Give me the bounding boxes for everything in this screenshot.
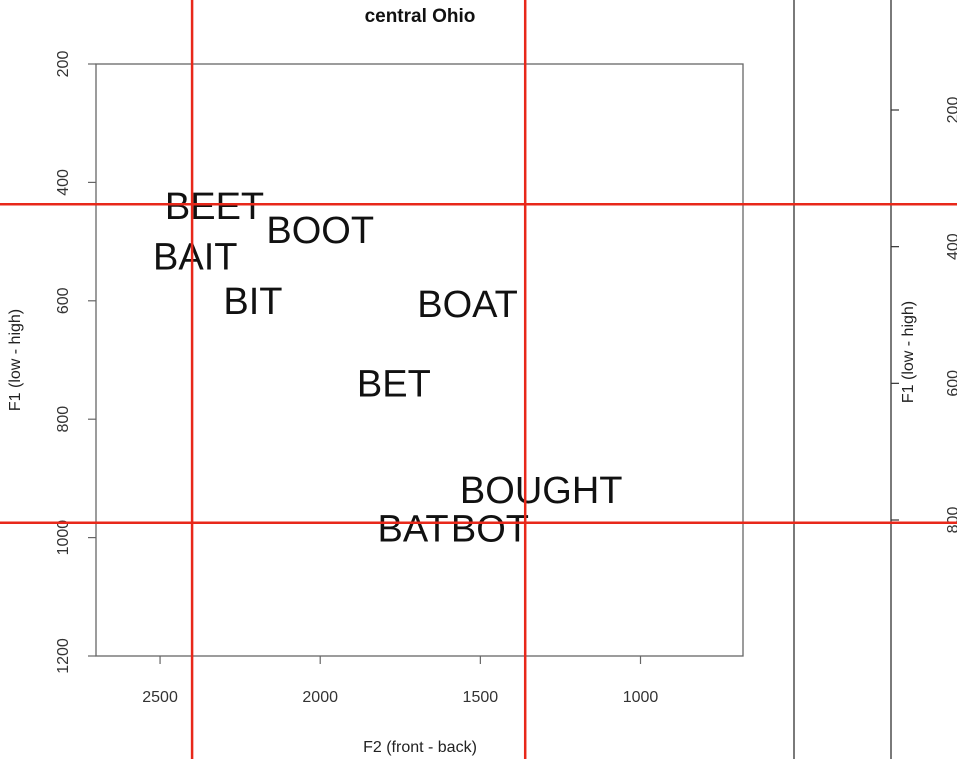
- x-tick-label: 1500: [463, 689, 499, 706]
- y-tick-label: 1200: [55, 638, 72, 674]
- secondary-chart-panel: F1 (low - high) 200 400 600 800: [793, 0, 957, 759]
- vowel-word-label: BOUGHT: [460, 470, 623, 512]
- vowel-word-label: BAIT: [153, 236, 237, 278]
- secondary-y-tick-label: 600: [945, 370, 957, 397]
- y-tick-label: 400: [55, 169, 72, 196]
- secondary-y-axis-title: F1 (low - high): [900, 301, 917, 403]
- y-tick-label: 200: [55, 51, 72, 78]
- vowel-word-label: BOOT: [266, 210, 374, 252]
- chart-title: central Ohio: [365, 6, 476, 27]
- vowel-word-label: BIT: [223, 281, 282, 323]
- vowel-word-label: BOT: [451, 509, 529, 551]
- x-axis-ticks: 2500 2000 1500 1000: [142, 656, 658, 706]
- y-tick-label: 1000: [55, 520, 72, 556]
- y-axis-title: F1 (low - high): [7, 309, 24, 411]
- secondary-y-tick-label: 400: [945, 233, 957, 260]
- main-chart-panel: central Ohio 2500 2000 1500 1000 200 400 600 8…: [7, 6, 744, 756]
- y-axis-ticks: 200 400 600 800 1000 1200: [55, 51, 96, 674]
- vowel-word-label: BAT: [378, 509, 449, 551]
- secondary-y-axis-ticks: 200 400 600 800: [891, 97, 957, 534]
- y-tick-label: 800: [55, 406, 72, 433]
- secondary-y-tick-label: 800: [945, 507, 957, 534]
- plot-frame: [95, 63, 744, 657]
- x-tick-label: 2500: [142, 689, 178, 706]
- vowel-word-label: BOAT: [417, 284, 518, 326]
- x-axis-title: F2 (front - back): [363, 739, 477, 756]
- secondary-y-tick-label: 200: [945, 97, 957, 124]
- y-tick-label: 600: [55, 287, 72, 314]
- vowel-word-label: BET: [357, 364, 431, 406]
- vowel-word-label: BEET: [165, 186, 264, 228]
- x-tick-label: 2000: [302, 689, 338, 706]
- x-tick-label: 1000: [623, 689, 659, 706]
